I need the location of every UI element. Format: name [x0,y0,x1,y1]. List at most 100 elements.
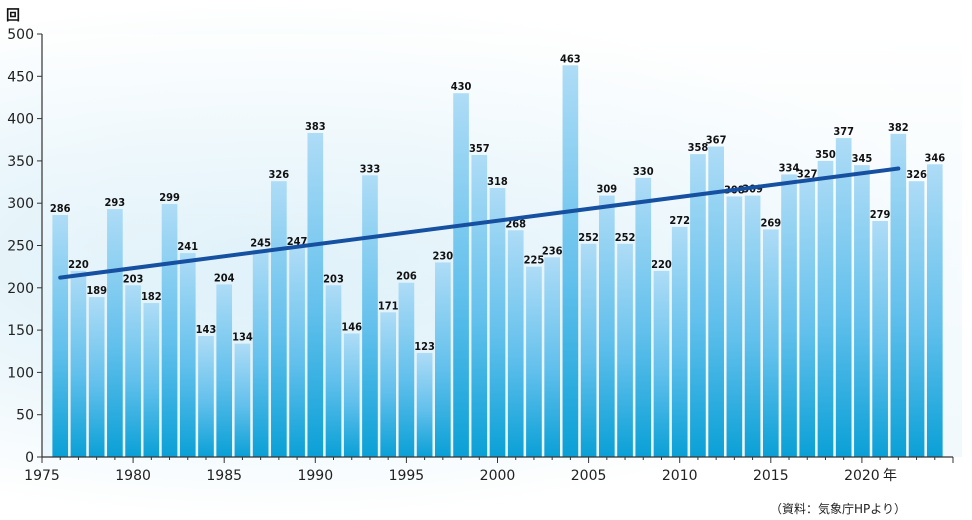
data-label-2005: 252 [578,231,599,244]
bar-2000 [489,187,506,457]
data-label-1977: 220 [68,258,89,271]
y-tick-label-450: 450 [7,69,34,85]
data-label-1992: 146 [341,320,362,333]
y-tick-label-300: 300 [7,196,34,212]
bar-2016 [781,174,797,457]
bar-2018 [817,160,834,457]
data-label-1985: 204 [214,271,235,284]
bar-1976 [52,215,69,457]
data-label-2010: 272 [669,214,690,227]
bar-2021 [872,220,888,457]
bar-2008 [635,177,652,457]
data-label-1979: 293 [105,196,126,209]
y-tick-label-250: 250 [7,239,34,255]
data-label-2023: 326 [906,168,927,181]
bar-2009 [653,270,670,457]
data-label-1995: 206 [396,270,417,283]
data-label-1999: 357 [469,142,490,155]
y-tick-label-50: 50 [16,408,34,424]
bar-1996 [416,352,433,457]
data-label-2020: 345 [852,152,873,165]
bar-2006 [598,195,615,457]
bar-2011 [690,154,706,457]
data-label-2002: 225 [524,254,545,267]
data-label-1983: 241 [177,240,198,253]
bar-1994 [380,312,397,457]
data-label-2011: 358 [688,141,709,154]
data-label-1984: 143 [196,323,217,336]
bar-1983 [179,253,196,457]
y-unit-label: 回 [6,8,20,24]
data-label-1982: 299 [159,191,180,204]
y-tick-label-350: 350 [7,154,34,170]
data-label-2006: 309 [596,183,617,196]
x-tick-label-1990: 1990 [297,468,333,484]
bar-2007 [617,243,633,457]
trend-line [58,166,901,280]
bar-1982 [161,204,178,457]
bar-1978 [88,297,105,457]
source-note: （資料：気象庁HPより） [770,501,906,516]
bar-2013 [726,196,743,457]
data-label-2024: 346 [924,151,945,164]
y-tick-label-400: 400 [7,112,34,128]
bar-2020 [854,165,870,457]
bar-2003 [544,257,560,457]
bar-1997 [435,262,451,457]
y-tick-label-500: 500 [7,27,34,43]
data-label-1998: 430 [451,80,472,93]
data-label-2012: 367 [706,134,727,147]
x-tick-label-1985: 1985 [206,468,242,484]
bar-1984 [198,336,214,457]
bar-1990 [307,132,324,458]
x-unit-label: 年 [883,468,897,484]
data-label-1993: 333 [360,162,381,175]
data-label-1978: 189 [86,284,107,297]
x-tick-label-2020: 2020 [844,468,880,484]
data-label-1991: 203 [323,272,344,285]
bar-1981 [143,303,160,457]
x-tick-label-2010: 2010 [662,468,698,484]
bar-2005 [580,243,597,457]
data-label-2022: 382 [888,121,909,134]
x-tick-label-1980: 1980 [115,468,151,484]
y-tick-label-200: 200 [7,281,34,297]
data-label-1976: 286 [50,202,71,215]
bar-2015 [762,229,779,457]
bar-1992 [343,333,360,457]
axes-layer: 0 50 100 150 200 250 300 350 400 450 500 1975 1980 19… [7,27,954,484]
x-tick-label-1995: 1995 [389,468,425,484]
bar-1986 [234,343,251,457]
bars-layer [52,65,943,458]
data-label-1981: 182 [141,290,162,303]
x-tick-label-2015: 2015 [753,468,789,484]
data-label-2008: 330 [633,165,654,178]
bar-2014 [744,195,761,457]
bar-1977 [70,270,87,457]
data-label-2018: 350 [815,148,836,161]
bar-1991 [325,285,342,457]
data-labels-layer: 286 220 189 293 203 182 299 241 143 204 134 245 326 2… [50,52,945,353]
bar-1993 [362,175,378,457]
bar-1995 [398,282,415,457]
data-label-1986: 134 [232,331,253,344]
bar-1999 [471,154,488,458]
bar-2023 [908,181,925,457]
data-label-1980: 203 [123,272,144,285]
bar-1980 [125,285,141,457]
x-tick-label-1975: 1975 [24,468,60,484]
data-label-2004: 463 [560,52,581,65]
x-tick-label-2000: 2000 [480,468,516,484]
data-label-2019: 377 [833,125,854,138]
bar-1985 [216,284,233,457]
bar-2022 [890,133,907,457]
y-tick-label-150: 150 [7,323,34,339]
x-tick-label-2005: 2005 [571,468,607,484]
bar-2012 [708,146,724,457]
data-label-2015: 269 [760,216,781,229]
data-label-2016: 334 [779,161,800,174]
data-label-1994: 171 [378,299,399,312]
data-label-2021: 279 [870,208,891,221]
bar-2017 [799,180,816,458]
